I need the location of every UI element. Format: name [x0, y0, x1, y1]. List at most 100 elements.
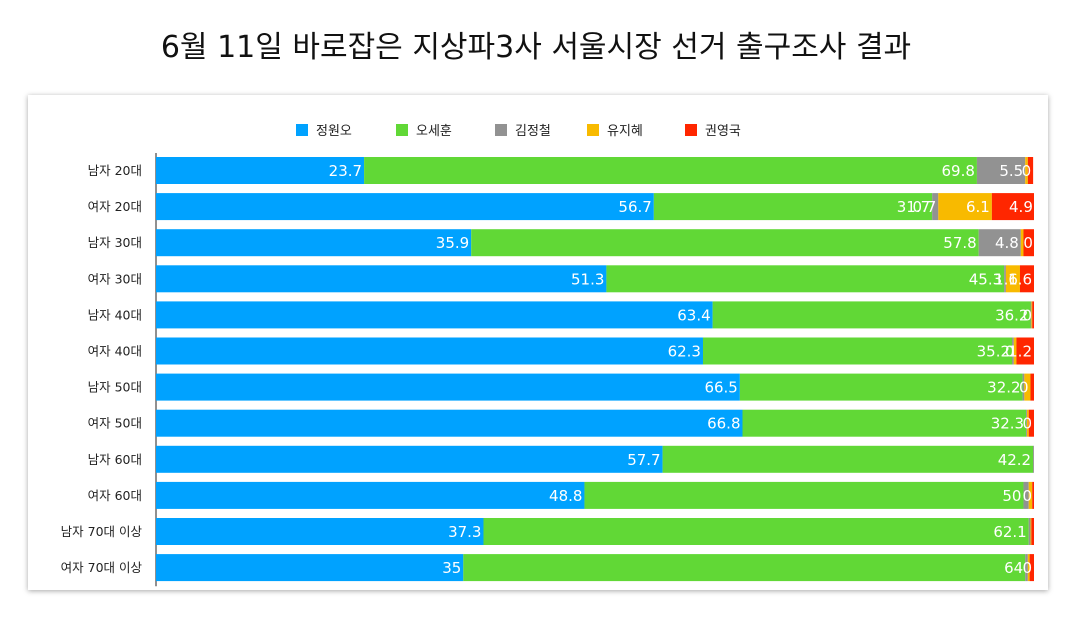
data-label-r2-s4: 6.1 [966, 198, 990, 216]
bar-r8-s2 [742, 409, 1027, 437]
bar-r7-s2 [739, 373, 1023, 401]
page-title: 6월 11일 바로잡은 지상파3사 서울시장 선거 출구조사 결과 [160, 30, 912, 65]
data-label-r4-s4: 1.6 [994, 270, 1018, 288]
bar-r5-s4 [1031, 301, 1033, 329]
data-label-r8-s5: 0 [1022, 415, 1032, 433]
bar-r11-s5 [1031, 518, 1034, 545]
bar-r1-s4 [1025, 157, 1028, 184]
bar-r4-s1 [156, 265, 607, 293]
category-label-7: 남자 50대 [88, 380, 142, 395]
legend-swatch-1 [296, 124, 308, 136]
legend-label-4: 유지혜 [607, 124, 643, 139]
bar-r6-s1 [156, 337, 703, 365]
data-label-r10-s5: 0 [1022, 487, 1032, 505]
bar-r8-s4 [1026, 409, 1029, 437]
bar-r7-s5 [1030, 373, 1034, 401]
bar-r4-s2 [606, 265, 1005, 293]
data-label-r1-s2: 69.8 [942, 162, 975, 180]
data-label-r10-s2: 50 [1002, 487, 1021, 505]
data-label-r2-s3: 0.7 [912, 198, 936, 216]
data-label-r2-s1: 56.7 [618, 198, 651, 216]
bar-r7-s4 [1024, 373, 1031, 401]
data-label-r12-s2: 64 [1004, 559, 1023, 577]
data-label-r4-s5: 1.6 [1008, 270, 1032, 288]
bar-r2-s4 [938, 193, 992, 221]
data-label-r4-s1: 51.3 [571, 270, 604, 288]
data-label-r2-s5: 4.9 [1009, 198, 1033, 216]
bar-r3-s1 [156, 229, 472, 257]
bar-r6-s2 [702, 337, 1013, 365]
legend-swatch-4 [587, 124, 599, 136]
legend-label-5: 권영국 [705, 124, 741, 139]
category-label-3: 남자 30대 [88, 235, 142, 250]
legend-label-3: 김정철 [515, 124, 551, 139]
category-label-5: 남자 40대 [88, 307, 142, 322]
bar-r1-s3 [976, 157, 1026, 184]
category-label-2: 여자 20대 [88, 199, 142, 214]
data-label-r5-s2: 36.2 [995, 306, 1028, 324]
data-label-r5-s5: 0 [1022, 306, 1032, 324]
bar-r2-s5 [991, 193, 1034, 221]
bar-r8-s3 [1026, 409, 1027, 437]
bar-r3-s5 [1023, 229, 1034, 257]
data-label-r1-s5: 0 [1022, 162, 1032, 180]
bar-r8-s1 [156, 409, 743, 437]
bar-r4-s5 [1019, 265, 1034, 293]
data-label-r8-s1: 66.8 [707, 415, 740, 433]
legend-label-2: 오세훈 [416, 124, 452, 139]
bar-r1-s2 [364, 157, 977, 184]
data-label-r10-s1: 48.8 [549, 487, 582, 505]
bar-r5-s3 [1030, 301, 1032, 329]
bar-r5-s2 [712, 301, 1031, 329]
category-label-6: 여자 40대 [88, 344, 142, 359]
bar-r1-s1 [156, 157, 365, 184]
bar-r10-s1 [156, 481, 585, 509]
bar-r11-s2 [483, 518, 1029, 545]
bar-r2-s2 [653, 193, 933, 221]
bar-r3-s3 [978, 229, 1021, 257]
category-label-10: 여자 60대 [88, 488, 142, 503]
bar-r5-s1 [156, 301, 713, 329]
data-label-r11-s2: 62.1 [993, 523, 1026, 541]
data-label-r3-s5: 0 [1023, 234, 1033, 252]
bar-r10-s4 [1028, 481, 1033, 509]
bar-r12-s4 [1027, 554, 1030, 582]
bar-r10-s3 [1023, 481, 1029, 509]
category-label-9: 남자 60대 [88, 452, 142, 467]
bar-r11-s1 [156, 518, 484, 545]
bar-r4-s3 [1004, 265, 1006, 293]
data-label-r6-s1: 62.3 [668, 343, 701, 361]
bar-r9-s2 [662, 445, 1034, 473]
data-label-r12-s5: 0 [1022, 559, 1032, 577]
category-label-12: 여자 70대 이상 [61, 560, 143, 575]
bar-r4-s4 [1005, 265, 1020, 293]
bar-r6-s3 [1012, 337, 1014, 365]
legend-label-1: 정원오 [316, 124, 352, 139]
data-label-r1-s3: 5.5 [999, 162, 1023, 180]
data-label-r5-s1: 63.4 [677, 306, 710, 324]
legend-swatch-2 [396, 124, 408, 136]
bar-r12-s3 [1025, 554, 1028, 582]
bar-r9-s1 [156, 445, 663, 473]
data-label-r8-s2: 32.3 [991, 415, 1024, 433]
bar-r2-s1 [156, 193, 654, 221]
bar-r6-s4 [1013, 337, 1017, 365]
bar-r1-s5 [1027, 157, 1034, 184]
data-label-r6-s2: 35.2 [977, 343, 1010, 361]
data-label-r6-s4: 0 [1005, 343, 1015, 361]
bar-r12-s1 [156, 554, 464, 582]
category-label-8: 여자 50대 [88, 416, 142, 431]
category-label-1: 남자 20대 [88, 163, 142, 178]
bar-r12-s5 [1029, 554, 1034, 582]
data-label-r6-s5: 1.2 [1008, 343, 1032, 361]
bar-r11-s3 [1028, 518, 1031, 545]
bar-r9-s3 [1033, 445, 1034, 473]
bar-r2-s3 [932, 193, 939, 221]
category-label-4: 여자 30대 [88, 271, 142, 286]
category-label-11: 남자 70대 이상 [61, 524, 143, 539]
bar-r8-s5 [1028, 409, 1034, 437]
